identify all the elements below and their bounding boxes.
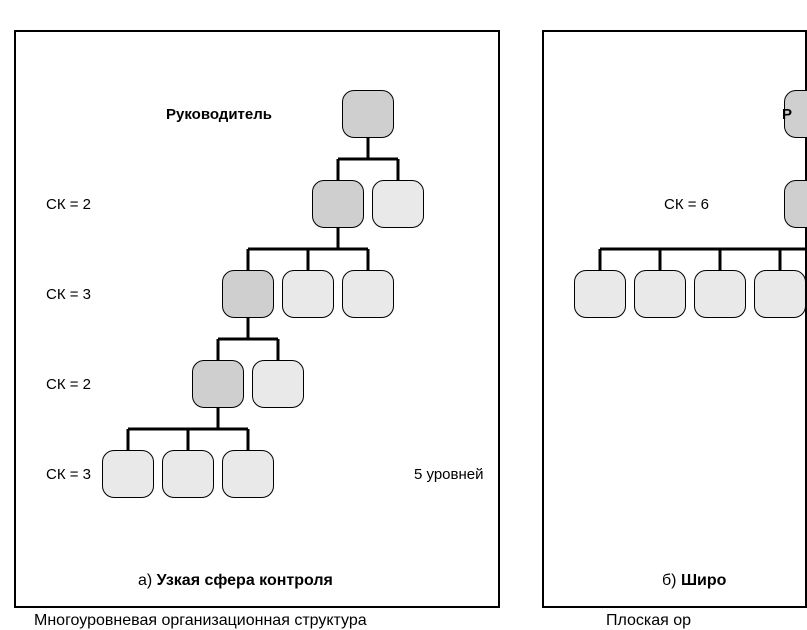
sk-label: СК = 3 xyxy=(46,286,91,303)
panel-left: Руководитель СК = 2 СК = 3 СК = 2 СК = 3 5 ур… xyxy=(14,30,500,608)
sk-label-right: СК = 6 xyxy=(664,196,709,213)
sk-label: СК = 2 xyxy=(46,376,91,393)
caption-right: б) Широ xyxy=(662,572,726,590)
leader-label: Руководитель xyxy=(166,106,272,123)
org-node xyxy=(282,270,334,318)
sk-label: СК = 3 xyxy=(46,466,91,483)
sk-label: СК = 2 xyxy=(46,196,91,213)
org-node xyxy=(372,180,424,228)
org-node xyxy=(222,450,274,498)
right-connectors xyxy=(544,32,807,610)
org-node xyxy=(694,270,746,318)
subcaption-right: Плоская ор xyxy=(606,612,691,630)
org-node xyxy=(312,180,364,228)
org-node xyxy=(252,360,304,408)
org-node xyxy=(162,450,214,498)
org-node xyxy=(192,360,244,408)
org-node xyxy=(222,270,274,318)
org-node xyxy=(102,450,154,498)
org-node xyxy=(784,180,807,228)
org-node xyxy=(574,270,626,318)
leader-label-right: Р xyxy=(782,106,792,123)
panel-right: РСК = 6б) ШироПлоская ор xyxy=(542,30,807,608)
levels-label: 5 уровней xyxy=(414,466,484,483)
subcaption-left: Многоуровневая организационная структура xyxy=(34,612,367,630)
org-node xyxy=(342,270,394,318)
caption-left: а) Узкая сфера контроля xyxy=(138,572,333,590)
org-node xyxy=(754,270,806,318)
org-node xyxy=(342,90,394,138)
org-node xyxy=(634,270,686,318)
